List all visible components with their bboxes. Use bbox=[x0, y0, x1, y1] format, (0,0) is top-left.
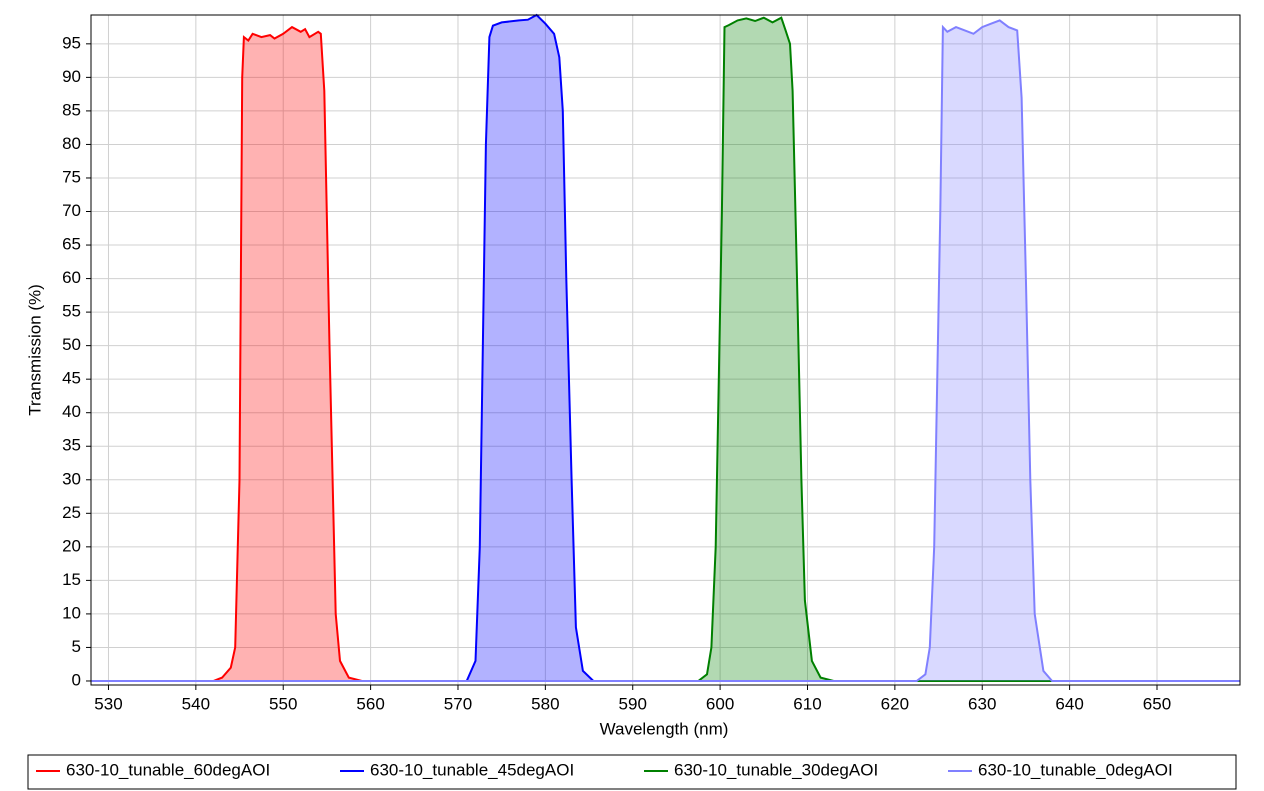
plot-border bbox=[90, 14, 1241, 686]
y-tick-label: 10 bbox=[62, 603, 81, 622]
x-tick-label: 590 bbox=[619, 694, 647, 713]
x-tick-label: 640 bbox=[1055, 694, 1083, 713]
y-tick-label: 40 bbox=[62, 402, 81, 421]
legend-label: 630-10_tunable_60degAOI bbox=[66, 760, 270, 779]
x-tick-label: 620 bbox=[881, 694, 909, 713]
y-tick-label: 60 bbox=[62, 268, 81, 287]
y-tick-label: 5 bbox=[72, 637, 81, 656]
x-tick-label: 600 bbox=[706, 694, 734, 713]
y-tick-label: 95 bbox=[62, 33, 81, 52]
y-tick-label: 70 bbox=[62, 201, 81, 220]
series-area bbox=[91, 27, 1240, 682]
y-tick-label: 55 bbox=[62, 302, 81, 321]
y-tick-label: 65 bbox=[62, 235, 81, 254]
legend-label: 630-10_tunable_45degAOI bbox=[370, 760, 574, 779]
series-line bbox=[91, 25, 1240, 682]
y-tick-label: 75 bbox=[62, 167, 81, 186]
series-line bbox=[91, 16, 1240, 682]
x-tick-label: 530 bbox=[94, 694, 122, 713]
x-tick-label: 580 bbox=[531, 694, 559, 713]
y-tick-label: 20 bbox=[62, 536, 81, 555]
y-tick-label: 30 bbox=[62, 469, 81, 488]
plot-area bbox=[91, 15, 1240, 685]
y-tick-label: 25 bbox=[62, 503, 81, 522]
y-tick-label: 35 bbox=[62, 436, 81, 455]
legend bbox=[27, 754, 1237, 790]
x-tick-label: 560 bbox=[356, 694, 384, 713]
y-tick-label: 45 bbox=[62, 369, 81, 388]
legend-label: 630-10_tunable_0degAOI bbox=[978, 760, 1173, 779]
y-tick-label: 0 bbox=[72, 670, 81, 689]
y-tick-label: 50 bbox=[62, 335, 81, 354]
y-tick-label: 85 bbox=[62, 100, 81, 119]
legend-label: 630-10_tunable_30degAOI bbox=[674, 760, 878, 779]
x-axis-label: Wavelength (nm) bbox=[600, 719, 729, 738]
x-tick-label: 550 bbox=[269, 694, 297, 713]
x-tick-label: 610 bbox=[793, 694, 821, 713]
series-line bbox=[91, 19, 1240, 682]
x-tick-label: 650 bbox=[1143, 694, 1171, 713]
y-tick-label: 15 bbox=[62, 570, 81, 589]
series-area bbox=[91, 20, 1240, 681]
y-axis-label: Transmission (%) bbox=[25, 284, 44, 416]
x-tick-label: 540 bbox=[182, 694, 210, 713]
y-tick-label: 80 bbox=[62, 134, 81, 153]
x-tick-label: 570 bbox=[444, 694, 472, 713]
y-tick-label: 90 bbox=[62, 67, 81, 86]
x-tick-label: 630 bbox=[968, 694, 996, 713]
